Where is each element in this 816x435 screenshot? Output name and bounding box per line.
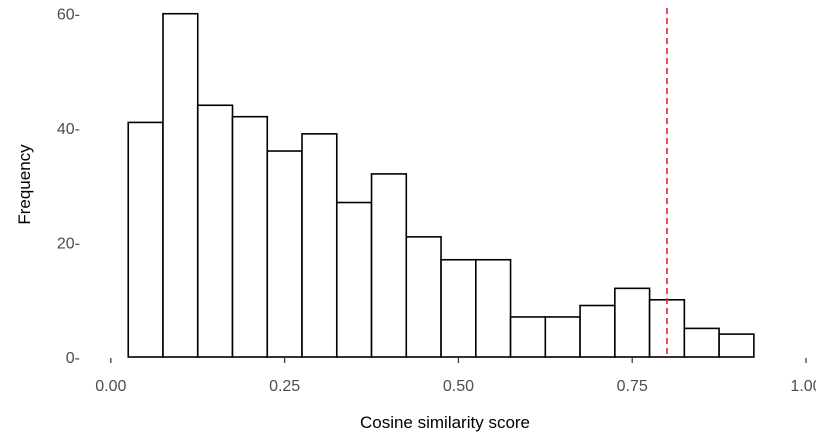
histogram-bar-17 — [683, 327, 720, 358]
histogram-bar-5 — [266, 150, 303, 358]
histogram-bars — [127, 12, 755, 358]
y-tick-label: 0- — [66, 350, 80, 367]
x-tick-label: 0.75 — [617, 378, 648, 395]
histogram-bar-9 — [405, 236, 442, 358]
histogram-bar-12 — [509, 316, 547, 358]
histogram-bar-15 — [614, 287, 651, 358]
histogram-bar-4 — [231, 115, 269, 358]
histogram-bar-14 — [579, 304, 616, 358]
histogram-bar-13 — [544, 316, 581, 358]
histogram-bar-6 — [301, 133, 338, 358]
x-tick-label: 1.00 — [790, 378, 816, 395]
x-axis-title: Cosine similarity score — [360, 413, 530, 432]
x-tick-label: 0.25 — [269, 378, 300, 395]
x-tick-label: 0.00 — [95, 378, 126, 395]
y-axis-title: Frequency — [15, 144, 34, 225]
x-axis: 0.00 0.25 0.50 0.75 1.00 — [95, 358, 816, 395]
histogram-bar-11 — [475, 258, 512, 358]
x-tick-label: 0.50 — [443, 378, 474, 395]
y-tick-label: 60- — [57, 7, 80, 24]
histogram-bar-7 — [335, 201, 373, 358]
histogram-bar-10 — [440, 258, 477, 358]
histogram-bar-3 — [196, 104, 234, 358]
histogram-bar-18 — [718, 333, 755, 358]
y-axis: 0- 20- 40- 60- — [57, 7, 80, 367]
histogram-bar-2 — [162, 12, 199, 358]
y-tick-label: 20- — [57, 236, 80, 253]
histogram-bar-1 — [127, 121, 164, 358]
histogram-bar-8 — [370, 173, 408, 358]
y-tick-label: 40- — [57, 121, 80, 138]
